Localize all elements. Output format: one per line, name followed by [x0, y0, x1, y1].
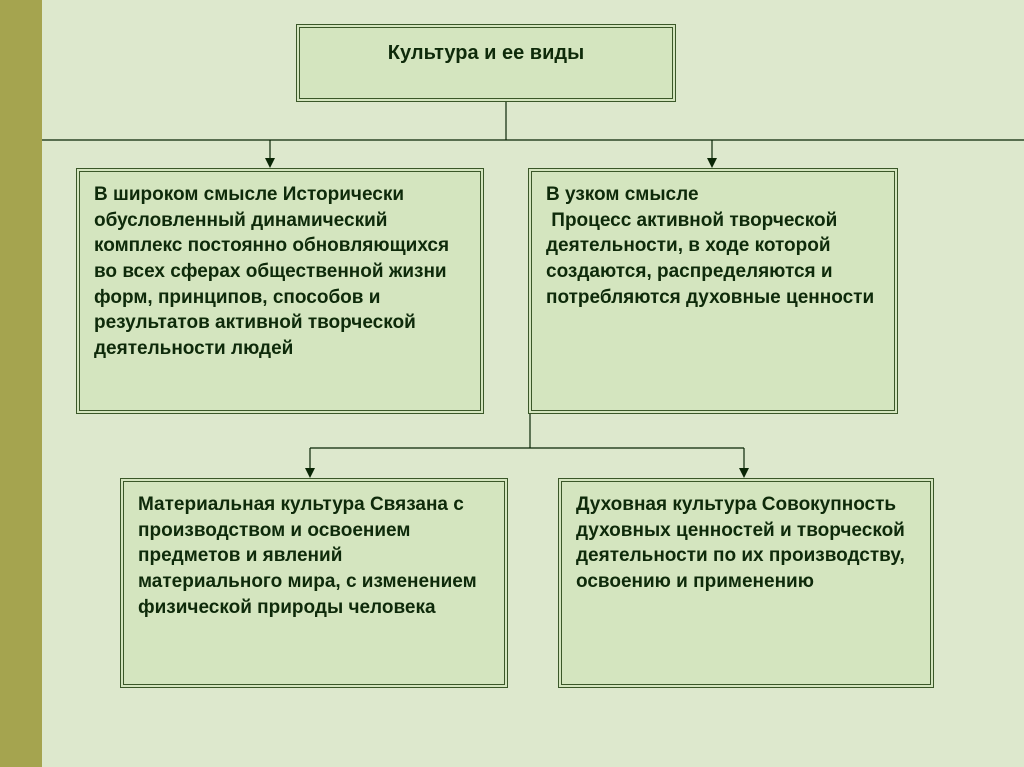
decorative-sidebar: [0, 0, 42, 767]
material-text: Материальная культура Связана с производ…: [138, 494, 477, 618]
narrow-sense-box: В узком смысле Процесс активной творческ…: [528, 168, 898, 414]
broad-sense-box: В широком смысле Исторически обусловленн…: [76, 168, 484, 414]
material-culture-box: Материальная культура Связана с производ…: [120, 478, 508, 688]
narrow-text: В узком смысле Процесс активной творческ…: [546, 184, 874, 308]
spiritual-text: Духовная культура Совокупность духовных …: [576, 494, 905, 592]
broad-text: В широком смысле Исторически обусловленн…: [94, 184, 449, 359]
spiritual-culture-box: Духовная культура Совокупность духовных …: [558, 478, 934, 688]
title-text: Культура и ее виды: [388, 42, 584, 64]
title-box: Культура и ее виды: [296, 24, 676, 102]
